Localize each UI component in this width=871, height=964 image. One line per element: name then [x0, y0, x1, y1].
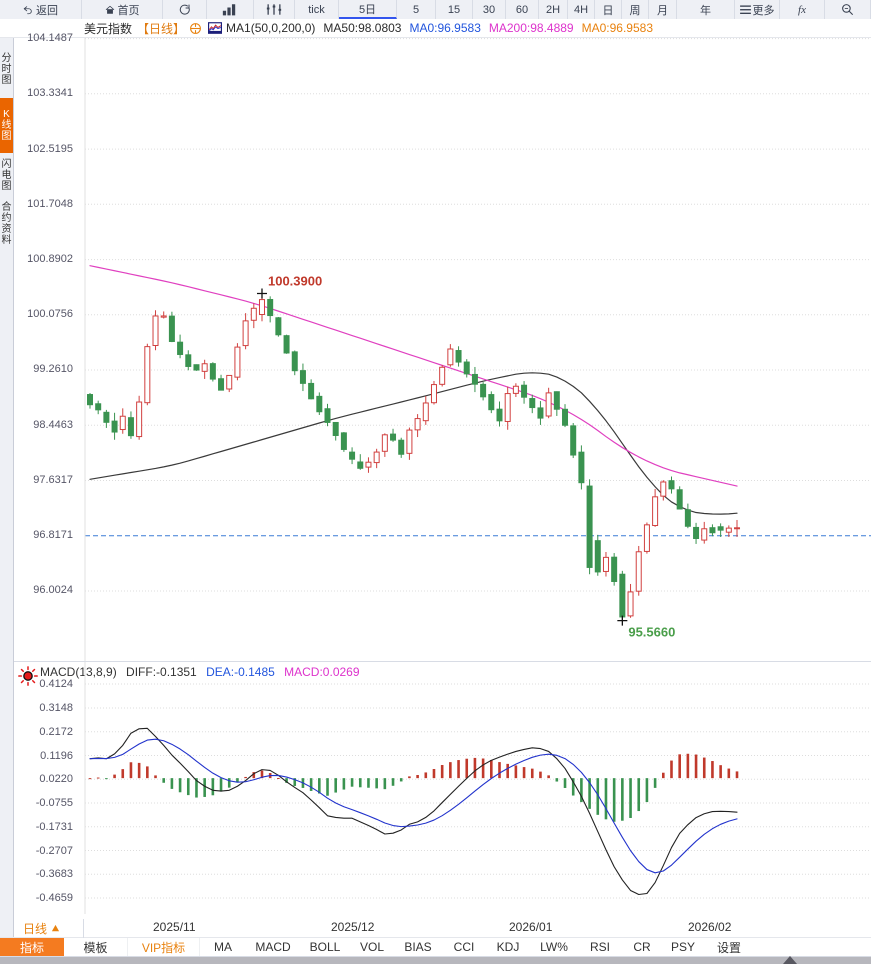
svg-text:95.5660: 95.5660: [628, 625, 675, 640]
svg-text:100.3900: 100.3900: [268, 273, 322, 288]
